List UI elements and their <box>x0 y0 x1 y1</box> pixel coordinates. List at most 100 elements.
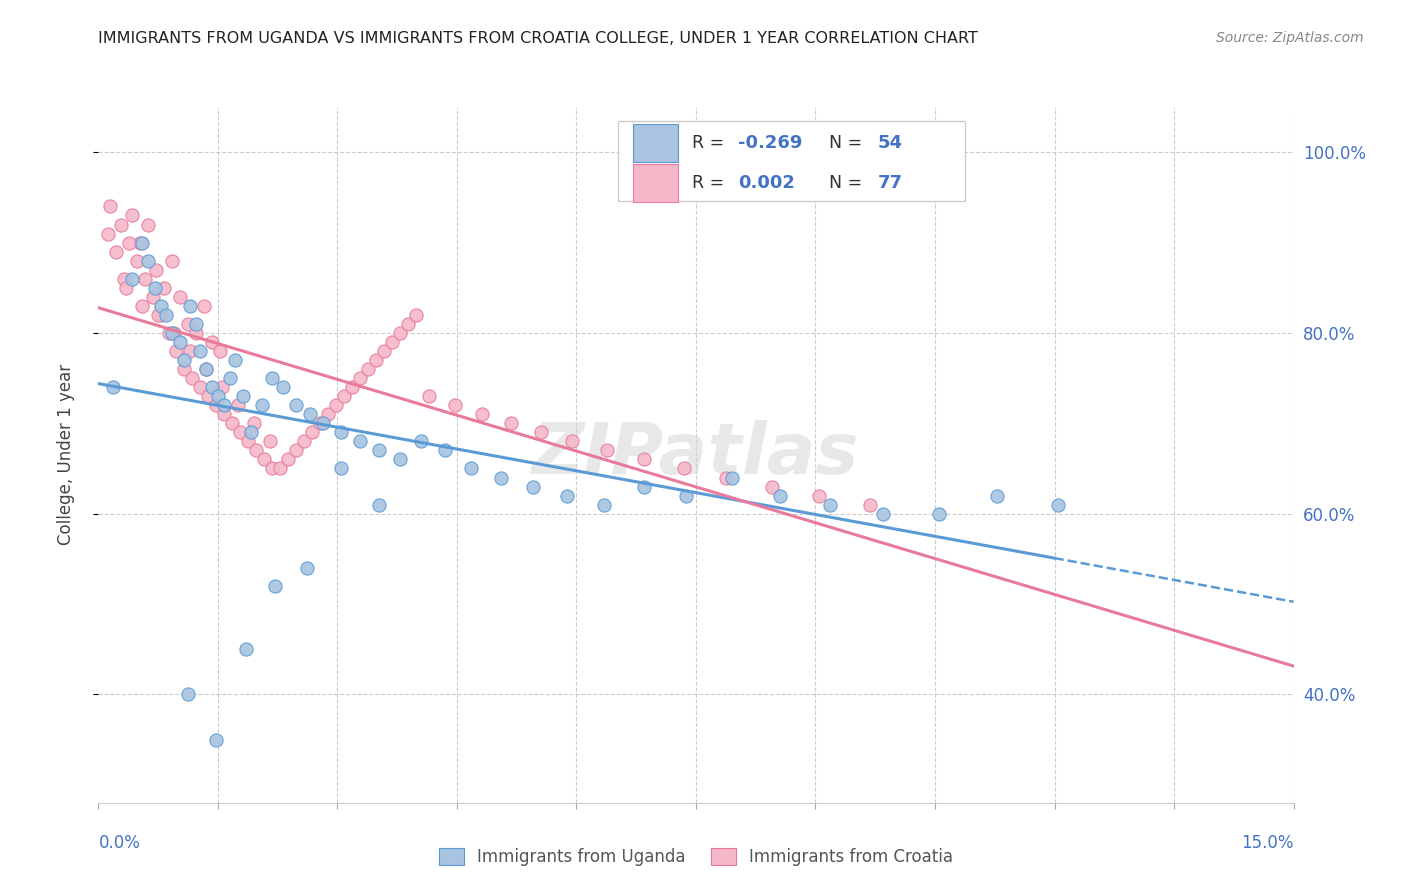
Point <box>264 579 287 593</box>
Point <box>364 353 387 368</box>
Text: IMMIGRANTS FROM UGANDA VS IMMIGRANTS FROM CROATIA COLLEGE, UNDER 1 YEAR CORRELAT: IMMIGRANTS FROM UGANDA VS IMMIGRANTS FRO… <box>98 31 979 46</box>
Point <box>721 470 744 484</box>
Point <box>285 443 308 458</box>
Point <box>179 344 201 359</box>
Point <box>928 507 950 521</box>
Point <box>169 334 191 349</box>
Point <box>121 271 143 285</box>
Point <box>235 642 257 657</box>
Text: N =: N = <box>818 174 868 193</box>
Point <box>357 362 380 376</box>
Point <box>155 308 177 322</box>
Point <box>211 380 233 394</box>
Point <box>205 398 228 412</box>
Point <box>197 389 219 403</box>
Point <box>259 434 281 449</box>
Text: R =: R = <box>692 174 735 193</box>
Point <box>240 425 263 440</box>
Point <box>184 326 207 340</box>
Point <box>98 199 122 213</box>
Point <box>593 498 616 512</box>
Point <box>97 227 120 241</box>
Point <box>245 443 267 458</box>
Point <box>1047 498 1070 512</box>
FancyBboxPatch shape <box>633 124 678 162</box>
Point <box>808 489 831 503</box>
Point <box>118 235 141 250</box>
Point <box>633 452 655 467</box>
Point <box>214 407 236 421</box>
Point <box>309 417 332 431</box>
Point <box>179 299 201 313</box>
Point <box>136 253 159 268</box>
Point <box>169 290 191 304</box>
Point <box>176 317 198 331</box>
Point <box>163 326 186 340</box>
Text: 77: 77 <box>877 174 903 193</box>
Point <box>224 353 246 368</box>
Point <box>160 326 183 340</box>
Point <box>349 434 371 449</box>
Legend: Immigrants from Uganda, Immigrants from Croatia: Immigrants from Uganda, Immigrants from … <box>430 839 962 874</box>
Point <box>128 235 150 250</box>
Point <box>229 425 252 440</box>
Point <box>501 417 523 431</box>
FancyBboxPatch shape <box>619 121 965 201</box>
Point <box>173 353 195 368</box>
Point <box>373 344 395 359</box>
Point <box>253 452 276 467</box>
Point <box>388 452 411 467</box>
Point <box>134 271 156 285</box>
Point <box>160 253 183 268</box>
Point <box>330 425 353 440</box>
Point <box>214 398 236 412</box>
Point <box>200 380 222 394</box>
Point <box>367 443 389 458</box>
Point <box>193 299 215 313</box>
Point <box>207 389 229 403</box>
Text: 15.0%: 15.0% <box>1241 834 1294 852</box>
Point <box>271 380 294 394</box>
Point <box>716 470 738 484</box>
Text: N =: N = <box>818 135 868 153</box>
Text: R =: R = <box>692 135 730 153</box>
Point <box>205 732 228 747</box>
Point <box>145 262 167 277</box>
Point <box>181 371 204 385</box>
Point <box>529 425 551 440</box>
Point <box>471 407 494 421</box>
Point <box>184 317 207 331</box>
Point <box>298 407 321 421</box>
Point <box>367 498 389 512</box>
Point <box>381 334 404 349</box>
Point <box>444 398 467 412</box>
Point <box>277 452 299 467</box>
Point <box>292 434 315 449</box>
Point <box>176 687 198 701</box>
Point <box>232 389 254 403</box>
Point <box>143 281 166 295</box>
Point <box>125 253 148 268</box>
Point <box>673 461 696 475</box>
Point <box>250 398 273 412</box>
Point <box>396 317 419 331</box>
Point <box>115 281 138 295</box>
Point <box>195 362 218 376</box>
Point <box>195 362 218 376</box>
Point <box>243 417 266 431</box>
Point <box>190 344 212 359</box>
Point <box>149 308 172 322</box>
Point <box>818 498 841 512</box>
Point <box>131 235 153 250</box>
Point <box>301 425 323 440</box>
Point <box>325 398 347 412</box>
Point <box>761 479 783 493</box>
Point <box>104 244 127 259</box>
Point <box>262 461 284 475</box>
Point <box>596 443 619 458</box>
Point <box>200 334 222 349</box>
Point <box>872 507 894 521</box>
Point <box>219 371 242 385</box>
Point <box>221 417 243 431</box>
Point <box>349 371 371 385</box>
